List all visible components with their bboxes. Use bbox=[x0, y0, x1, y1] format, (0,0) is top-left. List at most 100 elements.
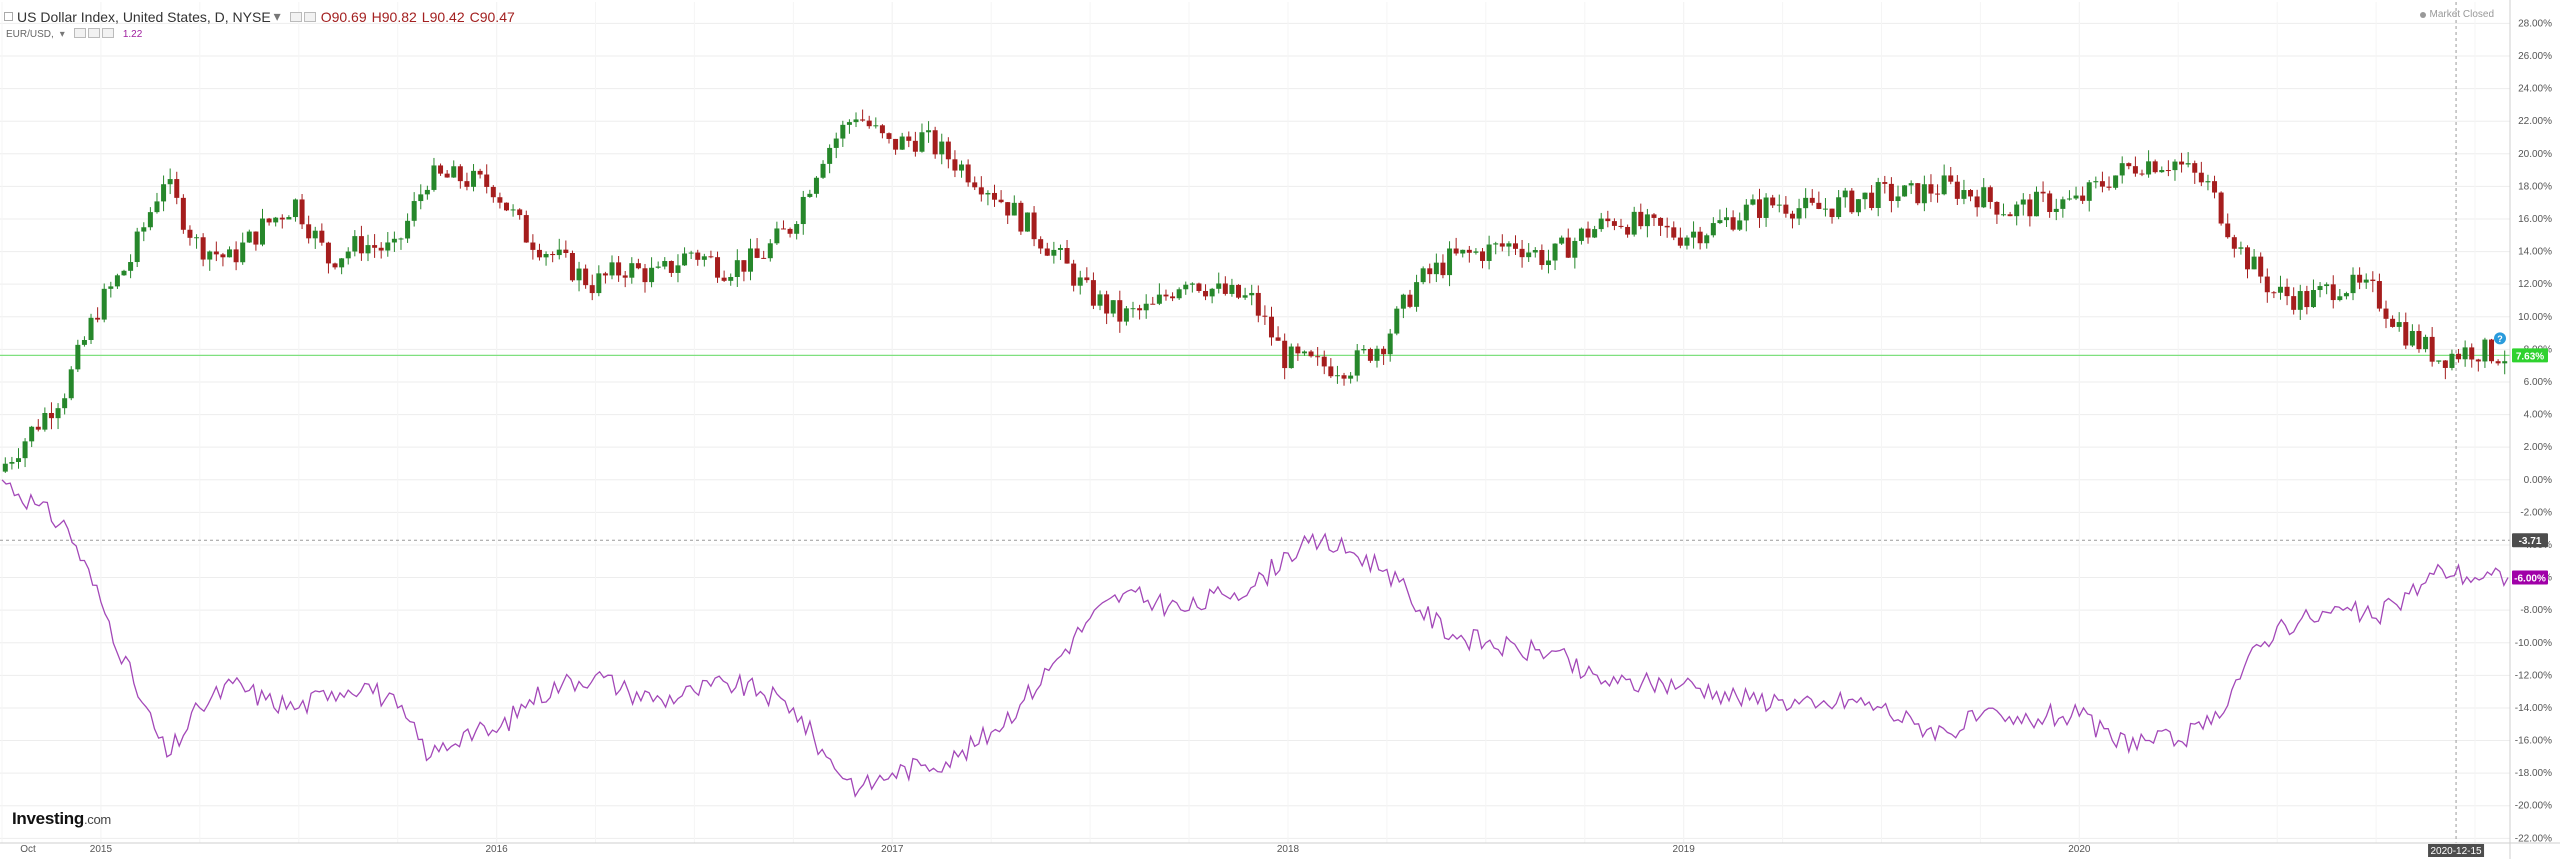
dxy-candle bbox=[827, 144, 833, 174]
candle-body bbox=[2027, 199, 2033, 217]
grid-lines bbox=[0, 2, 2510, 843]
candle-body bbox=[2047, 193, 2053, 212]
dxy-candle bbox=[668, 260, 674, 277]
candle-body bbox=[912, 140, 918, 152]
candle-body bbox=[1427, 268, 1433, 275]
dxy-candle bbox=[1216, 272, 1222, 294]
candle-body bbox=[273, 217, 279, 223]
y-tick-label: 24.00% bbox=[2518, 84, 2552, 95]
candle-body bbox=[1638, 211, 1644, 227]
dxy-candle bbox=[1315, 347, 1321, 366]
hide-series-icon[interactable] bbox=[289, 11, 302, 22]
dxy-candle bbox=[1631, 206, 1637, 237]
dxy-candle bbox=[2350, 267, 2356, 301]
dxy-candle bbox=[2429, 327, 2435, 367]
dxy-candle bbox=[22, 438, 28, 468]
candle-body bbox=[1724, 217, 1730, 221]
dxy-candle bbox=[2212, 175, 2218, 199]
symbol-title[interactable]: US Dollar Index, United States, D, NYSE bbox=[17, 8, 271, 25]
dxy-candle bbox=[292, 198, 298, 222]
dxy-candle bbox=[583, 264, 589, 289]
dxy-candle bbox=[1552, 243, 1558, 271]
dxy-candle bbox=[2014, 201, 2020, 226]
candle-body bbox=[484, 174, 490, 187]
dxy-candle bbox=[695, 249, 701, 266]
dxy-candle bbox=[794, 221, 800, 240]
dxy-candle bbox=[1176, 287, 1182, 300]
candle-body bbox=[451, 166, 457, 178]
dxy-candle bbox=[741, 260, 747, 282]
dxy-candle bbox=[2423, 334, 2429, 353]
dxy-candle bbox=[1585, 221, 1591, 244]
dxy-candle bbox=[2086, 180, 2092, 212]
candle-body bbox=[2001, 214, 2007, 216]
candle-body bbox=[306, 224, 312, 239]
candle-body bbox=[860, 119, 866, 121]
candle-body bbox=[2271, 292, 2277, 294]
candle-body bbox=[1499, 243, 1505, 247]
y-tick-label: 2.00% bbox=[2524, 442, 2552, 453]
candle-body bbox=[734, 260, 740, 277]
settings-series-icon[interactable] bbox=[303, 11, 316, 22]
candle-body bbox=[2317, 286, 2323, 291]
dxy-candle bbox=[1163, 289, 1169, 301]
candle-body bbox=[886, 133, 892, 139]
dxy-candle bbox=[1796, 198, 1802, 226]
dxy-candle bbox=[919, 123, 925, 153]
collapse-legend-icon[interactable] bbox=[4, 12, 13, 21]
candle-body bbox=[1466, 249, 1472, 253]
dxy-candle bbox=[840, 120, 846, 147]
dxy-candle bbox=[536, 243, 542, 261]
dxy-candle bbox=[1262, 305, 1268, 325]
dxy-candle bbox=[1466, 245, 1472, 263]
candle-body bbox=[42, 412, 48, 430]
open-value: O90.69 bbox=[320, 8, 367, 25]
candle-body bbox=[411, 201, 417, 221]
candle-body bbox=[1519, 248, 1525, 258]
candle-body bbox=[2495, 361, 2501, 364]
dxy-candle bbox=[1816, 191, 1822, 210]
candle-body bbox=[2330, 284, 2336, 301]
candle-body bbox=[161, 184, 167, 202]
candle-body bbox=[959, 164, 965, 171]
dxy-candle bbox=[75, 339, 81, 372]
settings-compare-icon[interactable] bbox=[87, 28, 100, 38]
symbol-dropdown-icon[interactable]: ▾ bbox=[273, 8, 281, 24]
dxy-candle bbox=[2277, 275, 2283, 300]
market-status: Market Closed bbox=[2419, 9, 2494, 20]
dxy-candle bbox=[503, 202, 509, 212]
dxy-candle bbox=[1770, 194, 1776, 208]
remove-compare-icon[interactable] bbox=[101, 28, 114, 38]
dxy-candle bbox=[1545, 249, 1551, 274]
dxy-candle bbox=[1625, 224, 1631, 238]
compare-dropdown-icon[interactable]: ▾ bbox=[59, 29, 65, 40]
y-tick-label: 16.00% bbox=[2518, 214, 2552, 225]
candle-body bbox=[240, 242, 246, 263]
dxy-candle bbox=[1407, 289, 1413, 309]
candle-body bbox=[1565, 237, 1571, 258]
candle-body bbox=[761, 257, 767, 259]
dxy-candle bbox=[42, 407, 48, 432]
candle-body bbox=[1275, 337, 1281, 341]
hide-compare-icon[interactable] bbox=[73, 28, 86, 38]
dxy-candle bbox=[391, 231, 397, 252]
dxy-candle bbox=[550, 251, 556, 263]
dxy-candle bbox=[1915, 182, 1921, 206]
candle-body bbox=[2310, 290, 2316, 308]
dxy-candle bbox=[200, 233, 206, 267]
candle-body bbox=[2482, 339, 2488, 362]
dxy-candle bbox=[312, 226, 318, 249]
dxy-candle bbox=[279, 214, 285, 229]
x-tick-label: 2015 bbox=[90, 844, 113, 855]
dxy-candle bbox=[1203, 284, 1209, 301]
dxy-candle bbox=[576, 261, 582, 292]
candle-body bbox=[2099, 181, 2105, 187]
dxy-candle bbox=[55, 403, 61, 430]
dxy-candle bbox=[1334, 365, 1340, 384]
dxy-candle bbox=[1321, 350, 1327, 375]
compare-symbol[interactable]: EUR/USD, bbox=[6, 29, 54, 40]
dxy-candle bbox=[1559, 235, 1565, 246]
dxy-candle bbox=[457, 164, 463, 189]
